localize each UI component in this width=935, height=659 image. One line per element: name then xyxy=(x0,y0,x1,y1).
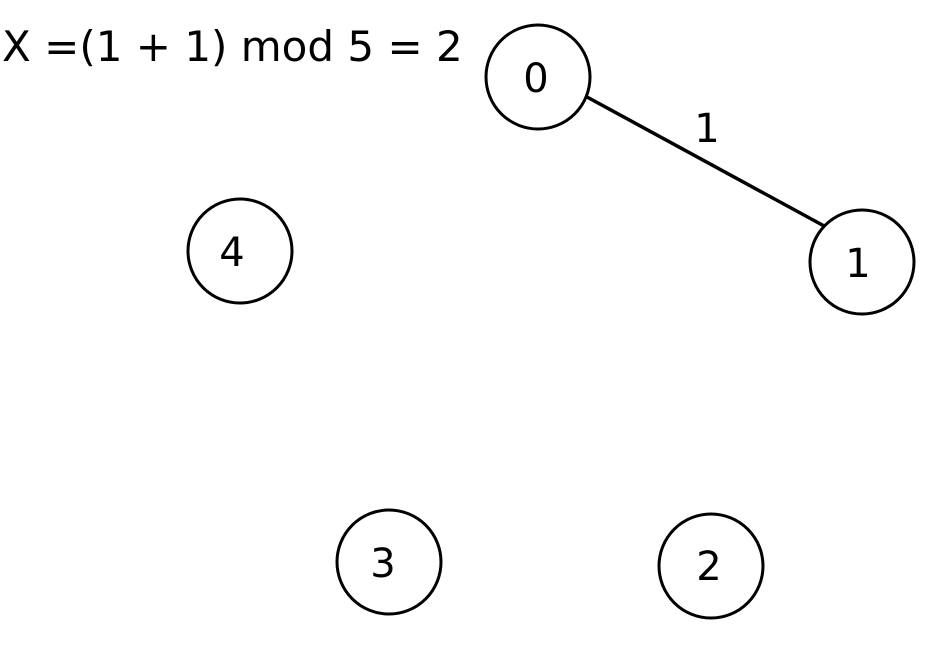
node-3-label: 3 xyxy=(370,541,395,587)
node-1-label: 1 xyxy=(845,241,870,287)
node-4-label: 4 xyxy=(219,230,244,276)
node-0-label: 0 xyxy=(523,56,548,102)
node-3: 3 xyxy=(335,508,443,616)
nodes-layer: 0 1 2 3 4 xyxy=(186,23,916,620)
node-1: 1 xyxy=(808,208,916,316)
formula-text: X =(1 + 1) mod 5 = 2 xyxy=(2,22,463,71)
node-2-label: 2 xyxy=(696,544,721,590)
edge-0-1-weight: 1 xyxy=(694,106,719,152)
node-2: 2 xyxy=(657,512,765,620)
node-4: 4 xyxy=(186,197,294,305)
edges-layer: 1 xyxy=(586,95,827,229)
edge-0-1 xyxy=(586,95,827,229)
node-0: 0 xyxy=(484,23,592,131)
